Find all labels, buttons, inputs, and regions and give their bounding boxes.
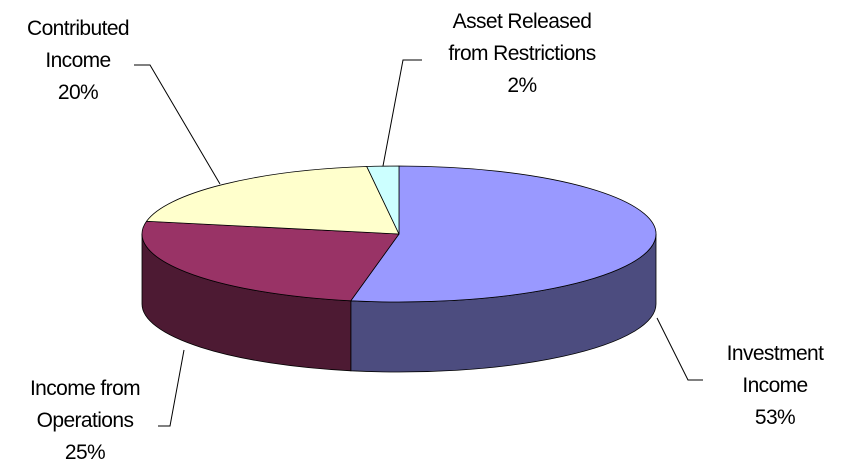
slice-percent-income-from-operations: 25% (65, 441, 105, 464)
slice-label-income-from-operations: Income from (30, 377, 140, 400)
leader-line-investment-income (656, 317, 703, 381)
slice-asset-released-from-restrictions (366, 165, 400, 235)
slice-income-from-operations (141, 220, 400, 302)
leader-line-income-from-operations (158, 349, 185, 427)
leader-line-asset-released-from-restrictions (382, 59, 422, 167)
pie-tops (141, 165, 657, 303)
slice-percent-asset-released-from-restrictions: 2% (507, 74, 536, 97)
slice-investment-income (350, 165, 657, 303)
slice-percent-contributed-income: 20% (58, 81, 98, 104)
slice-label-income-from-operations: Operations (37, 409, 134, 432)
slice-label-asset-released-from-restrictions: from Restrictions (448, 42, 595, 65)
slice-contributed-income (146, 166, 400, 235)
slice-label-investment-income: Investment (727, 342, 824, 365)
leader-line-contributed-income (134, 64, 221, 185)
slice-percent-investment-income: 53% (755, 406, 795, 429)
slice-label-investment-income: Income (742, 374, 807, 397)
slice-labels: Investment Income 53% Income from Operations… (27, 10, 825, 464)
leader-lines (134, 59, 703, 427)
slice-label-contributed-income: Income (45, 49, 110, 72)
slice-label-contributed-income: Contributed (27, 17, 129, 40)
slice-label-asset-released-from-restrictions: Asset Released (453, 10, 592, 33)
